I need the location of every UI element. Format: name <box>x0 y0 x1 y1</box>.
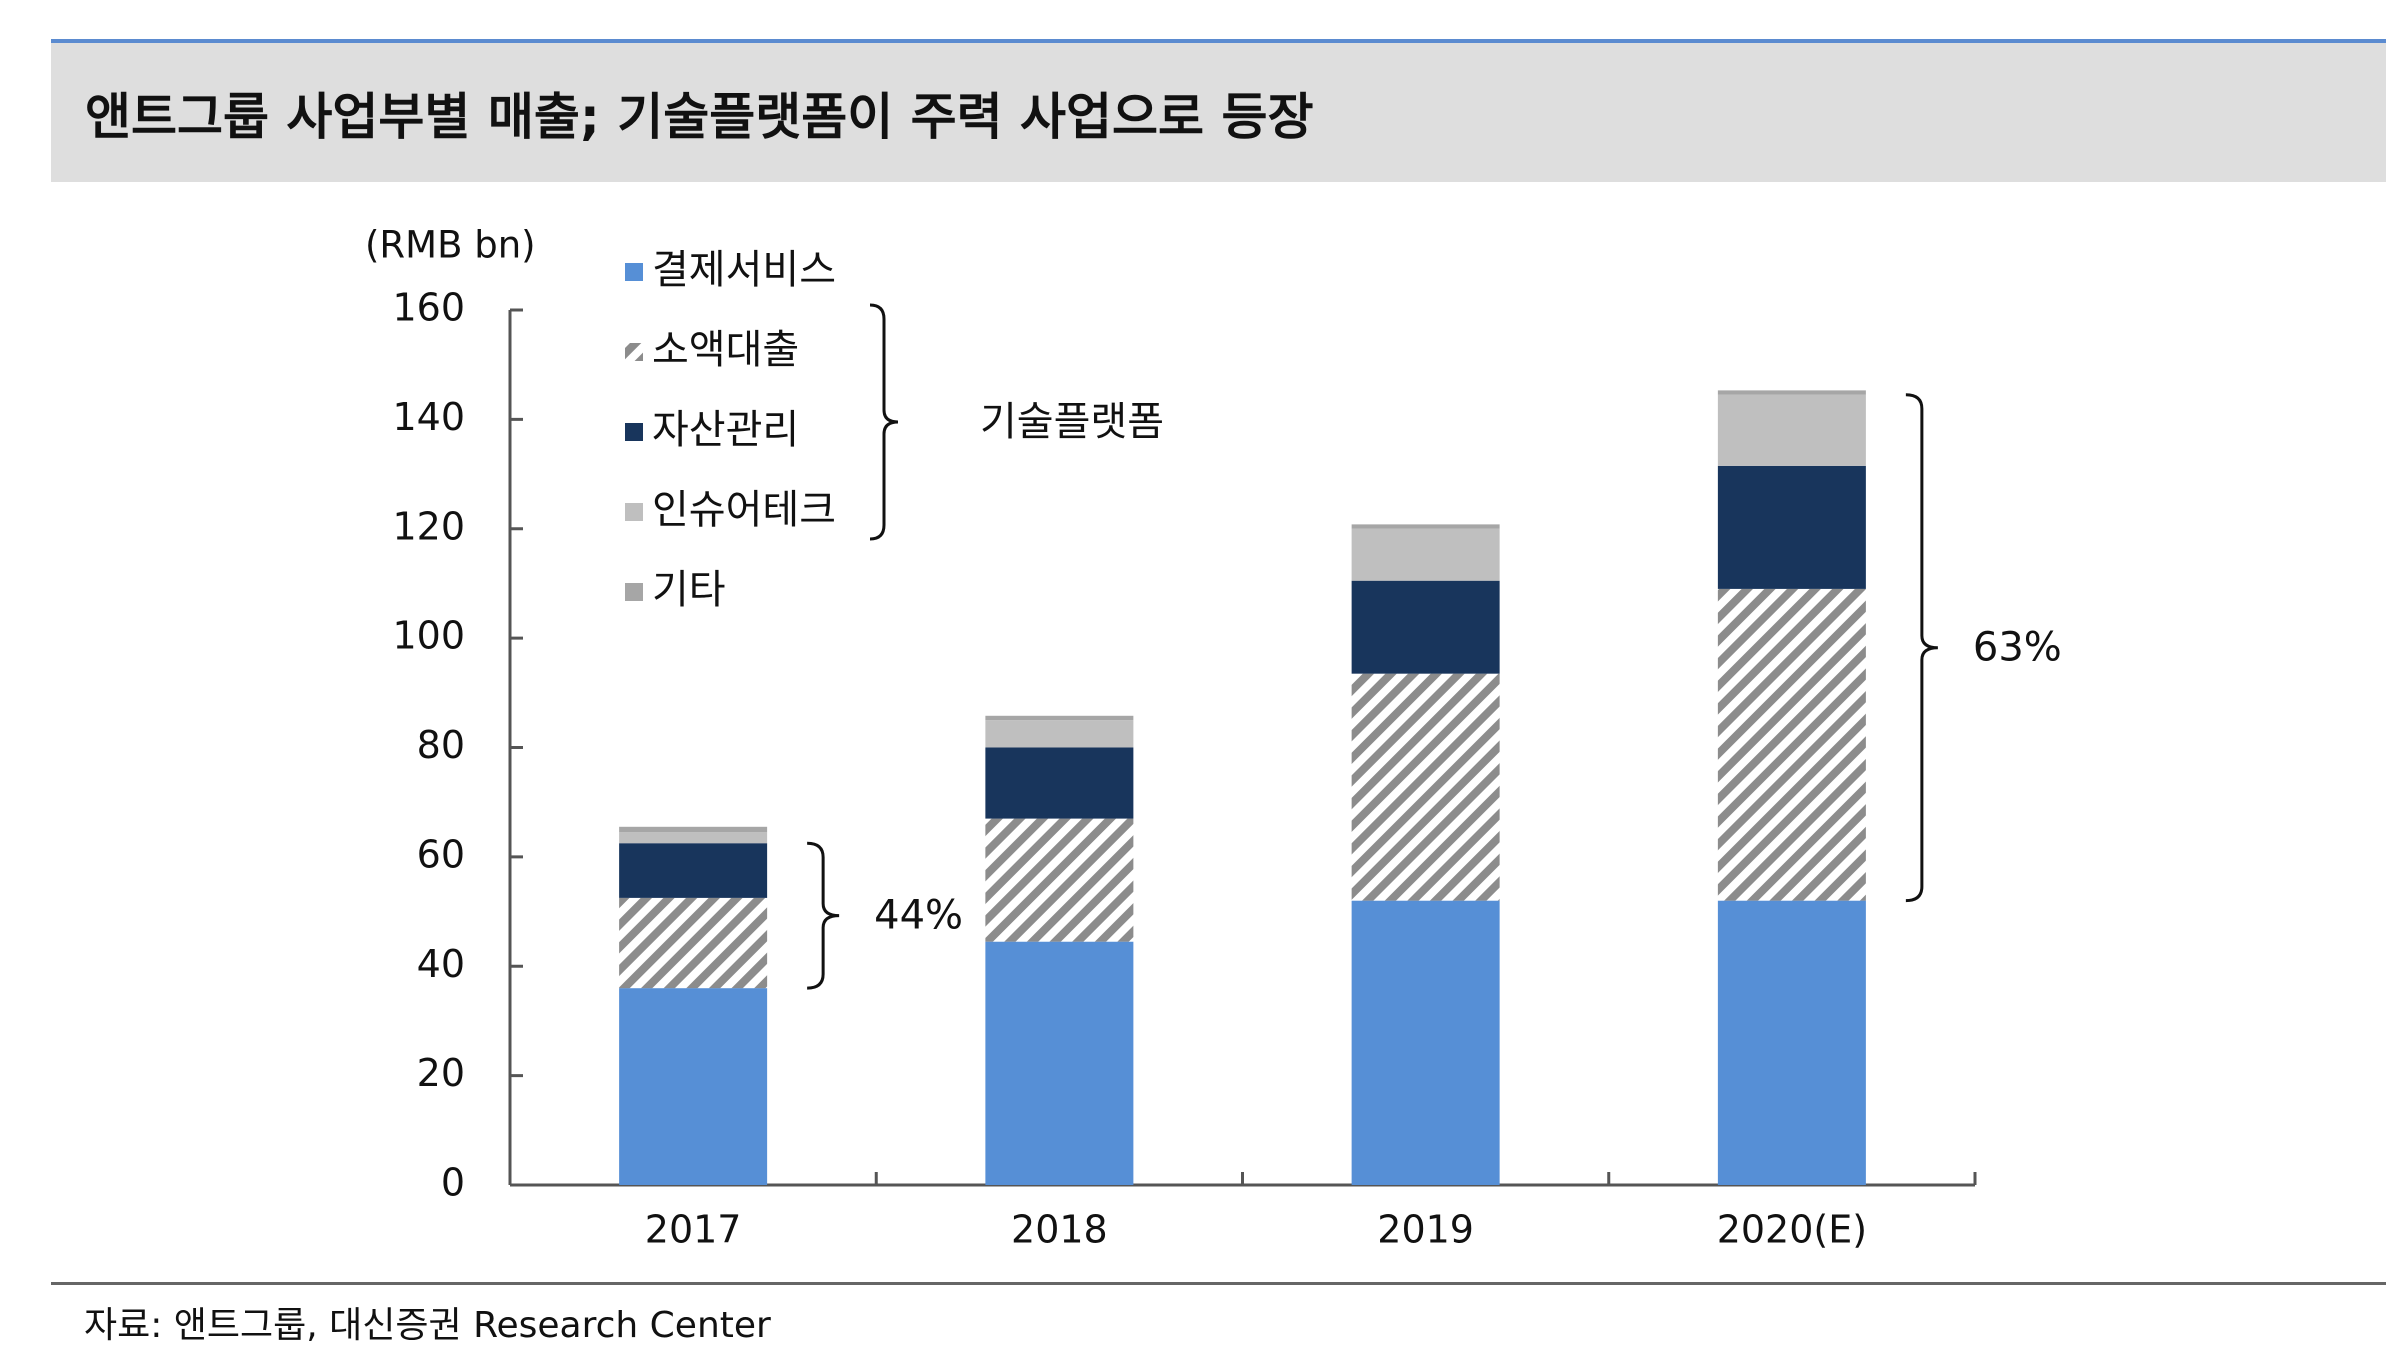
legend-swatch <box>625 343 643 361</box>
bar-segment <box>985 720 1134 748</box>
y-axis-unit-label: (RMB bn) <box>365 224 536 267</box>
bar-segment <box>1717 394 1866 466</box>
source-note: 자료: 앤트그룹, 대신증권 Research Center <box>84 1305 771 1346</box>
annotation-label: 44% <box>874 893 963 939</box>
y-tick-label: 80 <box>417 723 465 767</box>
bar-segment <box>985 941 1134 1185</box>
y-tick-label: 0 <box>441 1161 465 1205</box>
bar-segment <box>619 843 768 898</box>
bar-segment <box>985 715 1134 721</box>
axes: 0 20 40 60 80 100 120 140 160 (RMB bn) 2017 2018 201… <box>365 224 1977 1252</box>
y-tick-label: 120 <box>392 504 465 548</box>
legend-label: 인슈어테크 <box>652 487 836 533</box>
bar-segment <box>619 832 768 844</box>
bar-segment <box>1717 390 1866 395</box>
legend-swatch <box>625 503 643 521</box>
legend-label: 소액대출 <box>652 327 799 373</box>
bars <box>619 390 1866 1185</box>
legend-swatch <box>625 583 643 601</box>
x-tick-label: 2017 <box>645 1208 742 1252</box>
bar-segment <box>1717 900 1866 1185</box>
bar-segment <box>619 988 768 1185</box>
bar-segment <box>619 826 768 833</box>
y-tick-label: 60 <box>417 832 465 876</box>
y-tick-label: 140 <box>392 395 465 439</box>
bar-segment <box>985 818 1134 942</box>
legend-label: 결제서비스 <box>652 247 836 293</box>
annotation-brace <box>807 841 840 990</box>
bar-segment <box>1717 588 1866 901</box>
y-tick-label: 20 <box>417 1051 465 1095</box>
legend-swatch <box>625 423 643 441</box>
page-title: 앤트그룹 사업부별 매출; 기술플랫폼이 주력 사업으로 등장 <box>85 88 1314 146</box>
legend-group-brace <box>869 303 899 541</box>
bar-segment <box>1351 900 1500 1185</box>
bar-segment <box>1351 528 1500 581</box>
y-tick-label: 160 <box>392 286 465 330</box>
bar-segment <box>1351 524 1500 529</box>
x-tick-label: 2020(E) <box>1717 1208 1867 1252</box>
y-tick-label: 100 <box>392 614 465 658</box>
bar-segment <box>1717 465 1866 589</box>
annotation-brace <box>1905 393 1938 903</box>
legend-label: 기타 <box>652 567 726 613</box>
legend-swatch <box>625 263 643 281</box>
x-tick-label: 2019 <box>1377 1208 1474 1252</box>
annotation-label: 63% <box>1973 625 2062 671</box>
annotations: 44% 63% <box>807 393 2062 990</box>
bar-segment <box>1351 580 1500 674</box>
bar-segment <box>1351 673 1500 901</box>
title-band: 앤트그룹 사업부별 매출; 기술플랫폼이 주력 사업으로 등장 <box>51 39 2386 182</box>
legend-group-label: 기술플랫폼 <box>980 399 1164 445</box>
y-tick-label: 40 <box>417 942 465 986</box>
source-divider <box>51 1282 2386 1285</box>
x-tick-label: 2018 <box>1011 1208 1108 1252</box>
legend-label: 자산관리 <box>652 407 799 453</box>
bar-segment <box>619 897 768 989</box>
bar-segment <box>985 747 1134 819</box>
